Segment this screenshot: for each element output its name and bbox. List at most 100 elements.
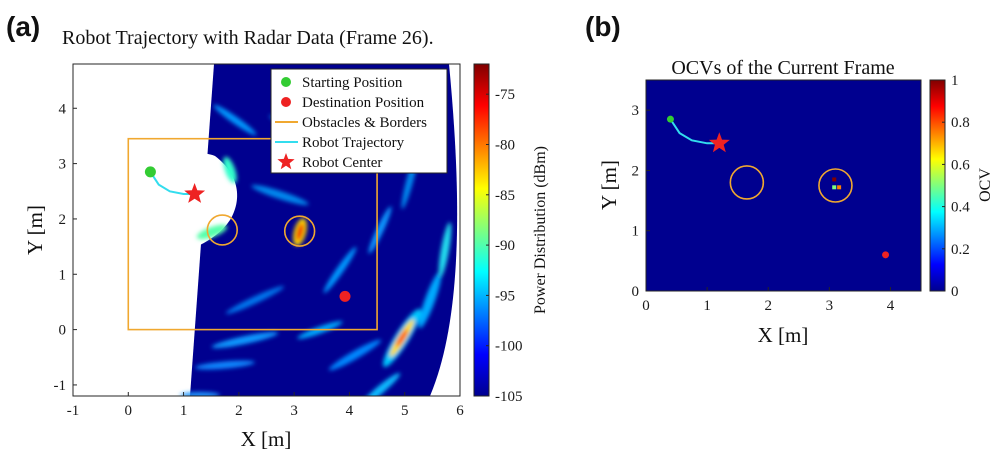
radar-streak [418,271,442,329]
panel-b-colorbar [929,79,946,292]
x-tick-label: 4 [887,298,895,314]
colorbar-tick-label: 0 [951,284,959,300]
radar-streak [368,206,392,254]
y-tick-label: 1 [59,267,67,283]
x-tick-label: 3 [826,298,834,314]
y-tick-label: 2 [632,163,640,179]
colorbar-tick-label: -95 [495,288,515,304]
x-tick-label: 1 [703,298,711,314]
panel-a-ticks: -1 0 1 2 3 4 5 6 -1 0 1 2 3 4 [54,101,465,419]
destination-position [882,251,890,259]
y-tick-label: 1 [632,224,640,240]
colorbar-tick-label: -75 [495,87,515,103]
border-rectangle [127,137,378,331]
y-tick-label: 4 [59,101,67,117]
destination-position [339,290,351,302]
ocv-cell [832,177,837,182]
obstacle-circle [283,215,316,247]
radar-streak [396,329,408,347]
panel-a-xlabel: X [m] [241,427,292,451]
colorbar-tick-label: -100 [495,339,523,355]
x-tick-label: 4 [346,403,354,419]
panel-b-label: (b) [585,11,621,42]
ocv-cell [837,185,842,190]
starting-position [144,166,156,178]
x-tick-label: 2 [235,403,243,419]
radar-streak [195,360,255,370]
radar-streak [196,224,228,240]
legend-robot-star [277,153,295,170]
x-tick-label: 2 [764,298,772,314]
panel-a-axes-box [72,63,461,397]
y-tick-label: 0 [59,323,67,339]
colorbar-tick-label: -105 [495,389,523,405]
panel-b-ylabel: Y [m] [597,160,621,210]
panel-b-title: OCVs of the Current Frame [671,57,894,79]
panel-b-colorbar-ticks: 1 0.8 0.6 0.4 0.2 0 [942,73,970,300]
radar-streak [296,223,304,241]
panel-a-title: Robot Trajectory with Radar Data (Frame … [62,27,434,49]
x-tick-label: 0 [642,298,650,314]
legend-robot-label: Robot Center [302,155,382,171]
obstacle-circle [206,214,238,246]
radar-streak [225,286,285,314]
radar-streak [211,331,279,349]
panel-a-legend: Starting Position Destination Position O… [270,68,448,174]
radar-streak [180,392,220,396]
legend-box [270,68,448,174]
panel-a-colorbar [473,63,490,397]
y-tick-label: 3 [632,103,640,119]
robot-trajectory [669,118,720,145]
x-tick-label: 1 [180,403,188,419]
legend-border-label: Obstacles & Borders [302,115,427,131]
ocv-cells [832,177,842,190]
y-tick-label: -1 [54,378,67,394]
x-tick-label: -1 [67,403,80,419]
robot-center-star [708,132,730,153]
radar-streak [323,246,357,294]
ocv-cell [837,177,842,182]
x-tick-label: 5 [401,403,409,419]
panel-b-plot: 0 1 2 3 4 0 1 2 3 [632,79,922,314]
panel-a-ylabel: Y [m] [23,205,47,255]
legend-start-marker [281,77,291,87]
radar-streak [251,184,309,206]
panel-b-xlabel: X [m] [758,323,809,347]
colorbar-tick-label: -80 [495,137,515,153]
panel-a-label: (a) [6,11,40,42]
ocv-cell [832,185,837,190]
starting-position [666,115,674,123]
colorbar-tick-label: 0.2 [951,242,970,258]
robot-center-star [184,183,206,203]
radar-streak [223,156,237,184]
x-tick-label: 0 [125,403,133,419]
panel-b-colorbar-label: OCV [977,168,994,202]
colorbar-tick-label: 0.8 [951,115,970,131]
radar-streak [438,222,452,278]
panel-b-ticks: 0 1 2 3 4 0 1 2 3 [632,103,895,314]
legend-destination-label: Destination Position [302,95,425,111]
panel-b-axes-box [645,79,922,292]
y-tick-label: 3 [59,157,67,173]
ocv-field [646,80,921,291]
panel-a-colorbar-label: Power Distribution (dBm) [532,146,549,314]
radar-streak [213,104,257,136]
y-tick-label: 0 [632,284,640,300]
x-tick-label: 6 [456,403,464,419]
panel-b-overlay [666,115,890,259]
panel-a-colorbar-ticks: -75 -80 -85 -90 -95 -100 -105 [486,87,523,405]
colorbar-tick-label: 0.6 [951,157,970,173]
colorbar-tick-label: -85 [495,188,515,204]
obstacle-circle [818,168,853,203]
colorbar-tick-label: 1 [951,73,959,89]
radar-streak [359,373,401,396]
colorbar-tick-label: 0.4 [951,200,970,216]
radar-streak [328,339,382,371]
legend-trajectory-label: Robot Trajectory [302,135,405,151]
panel-a-overlay [127,137,378,331]
x-tick-label: 3 [290,403,298,419]
robot-trajectory [149,171,195,195]
legend-destination-marker [281,97,291,107]
legend-start-label: Starting Position [302,75,403,91]
